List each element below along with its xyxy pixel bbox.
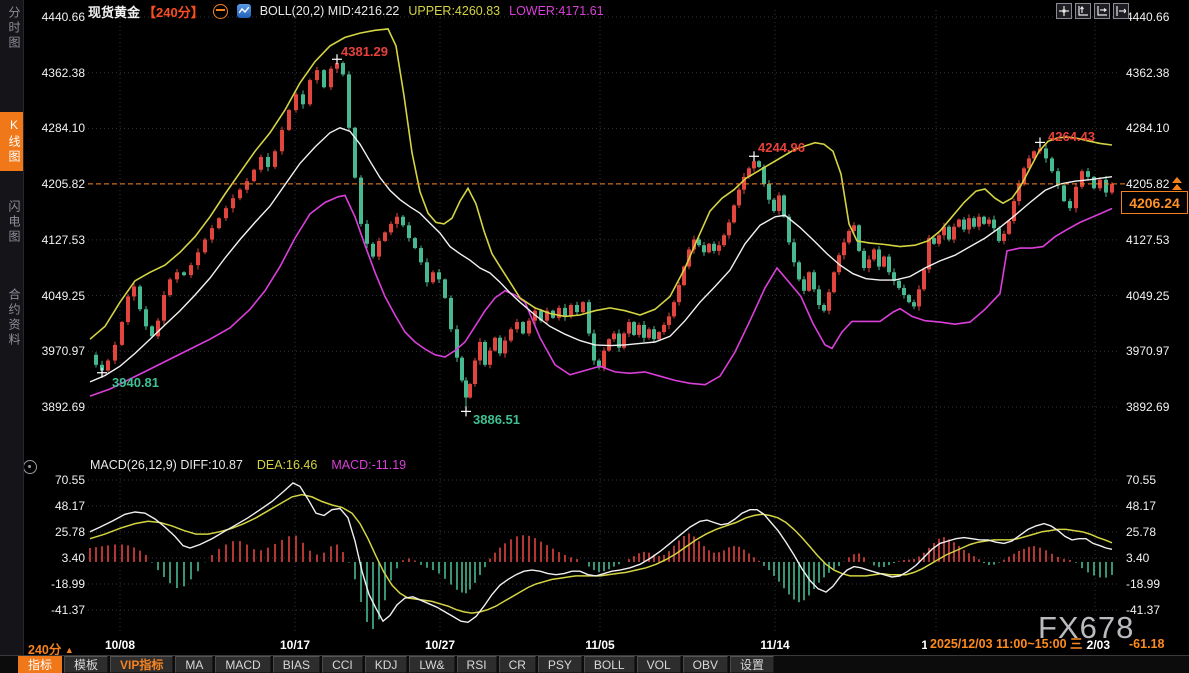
boll-upper-value: UPPER:4260.83 [408,4,501,18]
macd-header: MACD(26,12,9) DIFF:10.87 DEA:16.46 MACD:… [90,458,406,472]
sidebar-tab-timeshare[interactable]: 分时图 [7,6,21,51]
sidebar-tab-lightning[interactable]: 闪电图 [7,200,21,245]
price-axis-label: 3970.97 [41,344,85,359]
chart-header: 现货黄金 【240分】 BOLL(20,2) MID:4216.22 UPPER:… [88,2,604,20]
macd-axis-label: -18.99 [1126,577,1161,591]
watermark: FX678 [1038,610,1135,645]
price-axis-label: 4284.10 [41,121,85,136]
sidebar-tab-contract-info[interactable]: 合约资料 [7,288,21,348]
date-label: 10/27 [424,638,456,652]
symbol-name: 现货黄金 [88,4,141,20]
toolbar-macd-button[interactable]: MACD [215,656,271,673]
macd-axis-label: 48.17 [54,499,85,513]
price-axis-label: 4049.25 [1126,288,1170,303]
indicator-icon[interactable] [236,4,251,18]
macd-axis-label: 25.78 [1126,525,1157,539]
svg-text:4244.96: 4244.96 [758,140,805,155]
collapse-icon[interactable] [212,3,228,19]
zoom-out-icon[interactable] [1094,3,1110,19]
price-axis-label: 4205.82 [41,177,85,192]
macd-axis-label: -18.99 [50,577,85,591]
price-axis-label: 4127.53 [41,232,85,247]
date-label: 10/17 [279,638,311,652]
zoom-in-icon[interactable] [1075,3,1091,19]
macd-axis-label: 25.78 [54,525,85,539]
toolbar-vol-button[interactable]: VOL [636,656,681,673]
toolbar-rsi-button[interactable]: RSI [456,656,497,673]
price-axis-label: 4205.82 [1126,177,1170,192]
boll-lower-value: LOWER:4171.61 [509,4,604,18]
macd-axis-label: 70.55 [1126,473,1157,487]
price-axis-label: 4362.38 [1126,65,1170,80]
price-axis-label: 4049.25 [41,288,85,303]
macd-axis-label: 48.17 [1126,499,1157,513]
toolbar-obv-button[interactable]: OBV [682,656,728,673]
toolbar-vip-indicator-button[interactable]: VIP指标 [110,656,174,673]
macd-axis-label: 3.40 [1126,551,1150,565]
toolbar-lw-button[interactable]: LW& [409,656,455,673]
sidebar-tab-kline[interactable]: K线图 [0,112,23,171]
chart-tools [1056,3,1129,19]
price-axis-label: 4440.66 [1126,10,1170,24]
price-axis-label: 3892.69 [41,400,85,414]
date-label: 12/03 [1079,638,1111,652]
date-label: 10/08 [104,638,136,652]
reset-view-icon[interactable] [1113,3,1129,19]
current-price-box: 4206.24 [1121,191,1188,214]
indicator-settings-icon[interactable] [23,460,37,474]
macd-axis-label: 3.40 [61,551,85,565]
toolbar-settings-button[interactable]: 设置 [729,656,774,673]
price-axis-label: 4127.53 [1126,232,1170,247]
price-axis-label: 3970.97 [1126,344,1170,359]
date-label: 11/14 [760,638,790,652]
toolbar-kdj-button[interactable]: KDJ [364,656,408,673]
boll-mid-value: BOLL(20,2) MID:4216.22 [259,4,400,18]
price-up-arrow-icon [1172,177,1182,191]
crosshair-icon[interactable] [1056,3,1072,19]
period-badge[interactable]: 240分 ▲ [28,639,74,658]
left-sidebar: 分时图 K线图 闪电图 合约资料 [0,0,24,655]
macd-axis-label: 70.55 [54,473,85,487]
svg-text:3940.81: 3940.81 [112,375,159,390]
svg-text:4264.43: 4264.43 [1048,129,1095,144]
svg-text:4381.29: 4381.29 [341,44,388,59]
macd-name: MACD(26,12,9) [90,458,177,472]
macd-axis-label: -41.37 [1126,603,1161,617]
price-axis-label: 4284.10 [1126,121,1170,136]
period-label: 【240分】 [143,4,204,20]
svg-text:3886.51: 3886.51 [473,412,520,427]
toolbar-cci-button[interactable]: CCI [322,656,363,673]
period-badge-arrow-icon: ▲ [64,645,74,655]
indicator-toolbar: 指标 模板 VIP指标 MA MACD BIAS CCI KDJ LW& RSI… [0,655,1189,673]
price-axis-label: 4362.38 [41,65,85,80]
toolbar-bias-button[interactable]: BIAS [272,656,321,673]
price-axis-label: 4440.66 [41,10,85,24]
price-axis-label: 3892.69 [1126,400,1170,414]
macd-axis-label: -41.37 [50,603,85,617]
toolbar-boll-button[interactable]: BOLL [583,656,635,673]
macd-dea-value: DEA:16.46 [256,458,318,472]
period-badge-label: 240分 [28,643,62,657]
crosshair-datetime-tooltip: 2025/12/03 11:00~15:00 三 [927,636,1086,653]
toolbar-psy-button[interactable]: PSY [537,656,582,673]
toolbar-template-button[interactable]: 模板 [64,656,109,673]
date-label: 11/05 [585,638,615,652]
macd-macd-value: MACD:-11.19 [331,458,407,472]
toolbar-cr-button[interactable]: CR [498,656,536,673]
crosshair-change-value: -61.18 [1127,636,1189,653]
toolbar-ma-button[interactable]: MA [175,656,214,673]
toolbar-indicator-button[interactable]: 指标 [18,656,63,673]
macd-diff-value: DIFF:10.87 [180,458,243,472]
